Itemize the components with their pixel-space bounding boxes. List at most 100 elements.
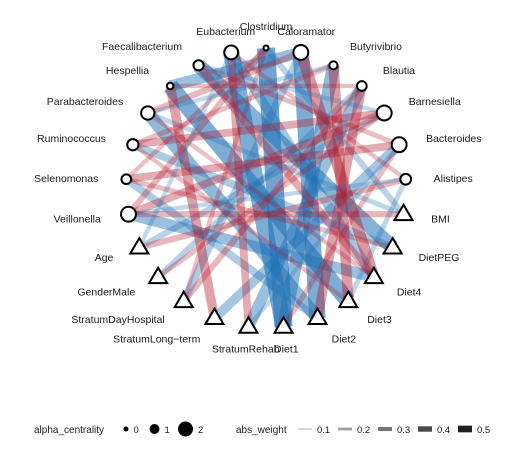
node-eubacterium (223, 44, 240, 61)
label-diet2: Diet2 (332, 334, 357, 346)
edge-alistipes-age (138, 176, 407, 251)
edge-ruminococcus-dietpeg (131, 141, 395, 252)
legend-alpha-dot-0 (123, 426, 129, 432)
edge-blautia-diet2 (312, 85, 367, 320)
edge-butyrivibrio-diet3 (328, 64, 354, 302)
node-bmi (392, 202, 415, 222)
node-bacteroides (390, 136, 408, 154)
edge-clostridium-stratumdayhospital (181, 47, 269, 302)
node-hespellia (165, 81, 175, 91)
edge-layer (123, 46, 409, 330)
legend-abs-weight-title: abs_weight (236, 425, 287, 436)
edge-butyrivibrio-ruminococcus (131, 62, 335, 148)
node-diet2 (306, 306, 329, 326)
node-diet4 (363, 265, 385, 285)
label-parabacteroides: Parabacteroides (47, 96, 123, 108)
label-hespellia: Hespellia (106, 65, 149, 77)
legend-alpha-centrality-items: 0 1 2 (123, 421, 203, 437)
edge-blautia-stratumdayhospital (181, 84, 365, 304)
node-diet1 (272, 315, 295, 334)
edge-dietpeg-selenomonas (125, 176, 394, 251)
node-blautia (355, 80, 368, 92)
label-bmi: BMI (431, 213, 450, 225)
legend-abs-weight-items: 0.1 0.2 0.3 0.4 0.5 (298, 425, 490, 436)
legend-weight-label-0-2: 0.2 (357, 425, 370, 436)
label-stratumrehab: StratumRehab (212, 344, 280, 356)
edge-clostridium-bmi (263, 46, 406, 217)
edge-clostridium-veillonella (126, 46, 269, 217)
legend-weight-label-0-1: 0.1 (317, 425, 330, 436)
node-butyrivibrio (328, 60, 339, 71)
label-stratumlong-term: StratumLong−term (113, 334, 201, 346)
edge-eubacterium-alistipes (229, 50, 408, 181)
node-faecalibacterium (192, 59, 205, 72)
edge-barnesiella-gendermale (156, 110, 386, 280)
legend-alpha-centrality-title: alpha_centrality (34, 425, 104, 436)
node-stratumdayhospital (172, 289, 195, 309)
node-layer (120, 43, 415, 334)
edge-selenomonas-diet2 (123, 176, 320, 322)
edge-bacteroides-stratumrehab (246, 143, 401, 329)
label-clostridium: Clostridium (240, 21, 293, 33)
label-ruminococcus: Ruminococcus (37, 133, 106, 145)
edge-hespellia-caloramator (168, 46, 303, 92)
edge-age-barnesiella (137, 110, 386, 251)
edge-bacteroides-diet1 (281, 143, 402, 329)
edge-hespellia-stratumlong-term (165, 85, 220, 320)
label-faecalibacterium: Faecalibacterium (102, 41, 182, 53)
node-veillonella (120, 205, 137, 223)
node-alistipes (399, 172, 413, 186)
edge-caloramator-stratumdayhospital (180, 50, 305, 303)
edge-caloramator-diet4 (295, 50, 380, 279)
node-ruminococcus (126, 138, 140, 152)
label-bacteroides: Bacteroides (426, 133, 481, 145)
edge-hespellia-diet3 (163, 80, 355, 307)
edge-bacteroides-stratumlong-term (211, 141, 403, 322)
label-butyrivibrio: Butyrivibrio (350, 41, 402, 53)
edge-parabacteroides-diet4 (146, 111, 376, 280)
legend-alpha-label-1: 1 (165, 425, 170, 436)
legend-weight-label-0-3: 0.3 (397, 425, 410, 436)
label-alistipes: Alistipes (434, 173, 473, 185)
node-clostridium (262, 44, 270, 52)
legend-weight-label-0-5: 0.5 (477, 425, 490, 436)
node-parabacteroides (140, 105, 156, 121)
edge-diet3-ruminococcus (131, 142, 350, 304)
edge-alistipes-diet3 (345, 178, 409, 303)
label-stratumdayhospital: StratumDayHospital (71, 314, 164, 326)
edge-gendermale-blautia (156, 83, 364, 280)
node-dietpeg (381, 236, 404, 255)
label-selenomonas: Selenomonas (34, 173, 98, 185)
label-gendermale: GenderMale (77, 286, 135, 298)
edge-faecalibacterium-barnesiella (198, 63, 385, 116)
edge-eubacterium-diet4 (227, 49, 378, 280)
edge-barnesiella-veillonella (127, 109, 386, 218)
node-barnesiella (375, 104, 393, 122)
edge-eubacterium-age (137, 51, 234, 249)
edge-parabacteroides-diet2 (142, 108, 323, 323)
node-selenomonas (120, 173, 133, 186)
legend-alpha-dot-2 (178, 421, 193, 437)
node-gendermale (147, 265, 169, 285)
edge-clostridium-selenomonas (124, 46, 268, 181)
legend-weight-label-0-4: 0.4 (437, 425, 450, 436)
edge-caloramator-parabacteroides (146, 49, 302, 116)
label-diet4: Diet4 (397, 286, 422, 298)
edge-caloramator-diet2 (292, 51, 326, 319)
edge-faecalibacterium-diet4 (195, 62, 377, 280)
edge-butyrivibrio-parabacteroides (147, 63, 334, 116)
edge-parabacteroides-bmi (146, 110, 405, 217)
label-veillonella: Veillonella (54, 213, 101, 225)
edge-alistipes-veillonella (128, 177, 406, 217)
edge-veillonella-diet4 (127, 208, 376, 283)
node-diet3 (337, 289, 360, 309)
edge-faecalibacterium-bacteroides (197, 62, 401, 148)
legend-alpha-label-2: 2 (198, 425, 203, 436)
legend-alpha-dot-1 (149, 424, 160, 434)
edge-bacteroides-selenomonas (125, 140, 400, 184)
label-eubacterium: Eubacterium (196, 26, 255, 38)
label-barnesiella: Barnesiella (409, 96, 461, 108)
label-blautia: Blautia (383, 65, 415, 77)
